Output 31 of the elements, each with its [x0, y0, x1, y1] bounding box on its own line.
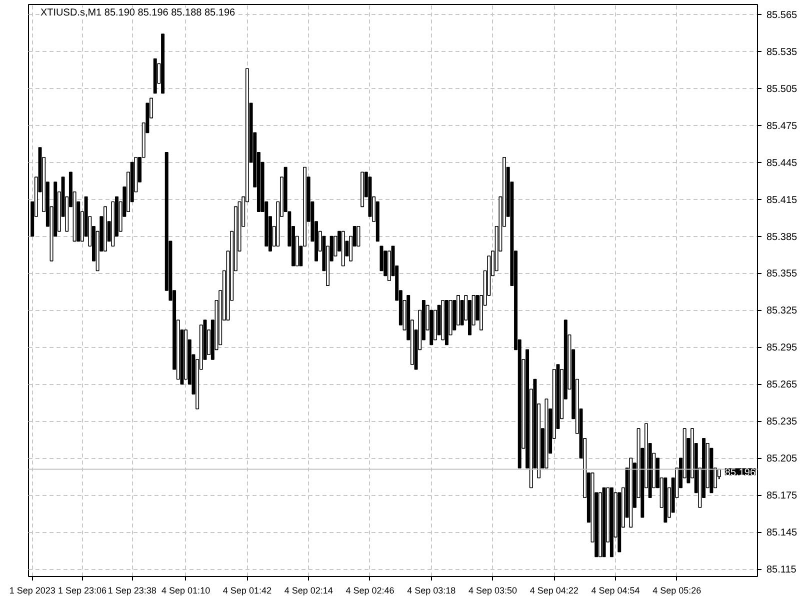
- chart-title: XTIUSD.s,M1 85.190 85.196 85.188 85.196: [40, 8, 236, 18]
- y-tick-label: 85.175: [766, 490, 798, 502]
- x-tick-label: 4 Sep 03:18: [407, 586, 456, 596]
- y-tick-label: 85.265: [766, 380, 798, 391]
- x-tick-label: 4 Sep 01:42: [222, 586, 272, 596]
- y-tick-label: 85.385: [766, 232, 798, 243]
- y-tick-label: 85.445: [766, 158, 798, 169]
- y-tick-label: 85.145: [766, 528, 798, 539]
- y-tick-label: 85.415: [766, 194, 798, 206]
- y-tick-label: 85.235: [766, 416, 798, 428]
- x-tick-label: 4 Sep 05:26: [652, 586, 702, 596]
- x-tick-label: 4 Sep 04:22: [530, 586, 578, 596]
- x-tick-label: 1 Sep 23:38: [108, 586, 156, 596]
- y-tick-label: 85.295: [766, 342, 798, 354]
- y-tick-label: 85.565: [766, 10, 798, 21]
- x-tick-label: 4 Sep 03:50: [468, 586, 518, 596]
- x-tick-label: 1 Sep 23:06: [58, 586, 106, 596]
- x-tick-label: 4 Sep 01:10: [162, 586, 210, 596]
- y-tick-label: 85.355: [766, 268, 798, 280]
- x-tick-label: 4 Sep 04:54: [591, 586, 640, 596]
- ref-line-label: 85.196: [724, 467, 756, 478]
- y-tick-label: 85.475: [766, 120, 798, 132]
- y-tick-label: 85.535: [766, 46, 798, 58]
- y-tick-label: 85.115: [766, 564, 797, 576]
- y-tick-label: 85.205: [766, 454, 798, 465]
- x-tick-label: 1 Sep 2023: [9, 586, 56, 596]
- y-tick-label: 85.505: [766, 84, 798, 95]
- y-tick-label: 85.325: [766, 306, 798, 317]
- x-tick-label: 4 Sep 02:46: [346, 586, 394, 596]
- candlestick: [356, 226, 360, 247]
- x-tick-label: 4 Sep 02:14: [284, 586, 333, 596]
